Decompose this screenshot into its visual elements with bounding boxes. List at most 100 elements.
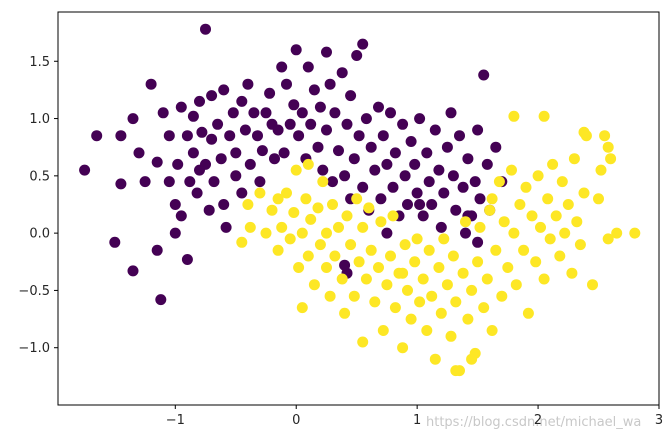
data-point [260,227,272,239]
data-point [293,262,305,273]
data-point [409,158,421,170]
data-point [290,44,302,56]
data-point [314,101,326,113]
data-point [254,187,266,199]
data-point [387,181,399,193]
data-point [127,265,139,277]
data-point [353,256,365,268]
data-point [236,95,248,107]
data-point [481,273,493,285]
data-point [157,107,169,119]
data-point [414,113,426,125]
data-point [284,118,296,130]
data-point [518,244,530,256]
data-point [554,250,566,262]
data-point [399,170,411,182]
data-point [127,113,139,125]
data-point [115,178,127,190]
data-point [215,153,227,165]
data-point [402,284,413,296]
data-point [417,210,429,222]
data-point [496,290,508,302]
data-point [508,227,520,239]
data-point [302,250,314,262]
data-point [441,141,453,153]
data-point [369,296,381,308]
data-point [260,107,272,119]
data-point [397,267,409,279]
data-point [244,221,256,233]
data-point [181,130,193,142]
data-point [409,256,421,268]
data-point [538,273,550,285]
data-point [385,107,396,119]
data-point [242,78,254,90]
x-tick-label: 3 [655,413,663,428]
data-point [438,233,450,245]
data-point [542,193,554,205]
data-point [264,87,276,99]
watermark: https://blog.csdn.net/michael_wa [426,415,641,430]
data-point [535,221,546,233]
y-tick-label: 0.5 [29,169,50,184]
data-point [296,227,308,239]
data-point [115,130,127,142]
data-point [445,330,457,342]
data-point [474,193,486,205]
data-point [460,227,471,239]
data-point [502,262,514,273]
data-point [602,141,614,153]
data-point [224,130,236,142]
data-point [411,187,423,199]
data-point [248,107,260,119]
data-point [373,262,384,273]
data-point [206,90,218,102]
data-point [336,273,348,285]
data-point [91,130,103,142]
data-point [520,181,532,193]
data-point [457,181,469,193]
data-point [348,290,360,302]
data-point [578,187,590,199]
data-point [457,267,469,279]
data-point [336,67,348,79]
data-point [333,145,344,157]
data-point [272,244,284,256]
data-point [414,199,426,210]
data-point [284,233,296,245]
data-point [532,170,544,182]
data-point [276,61,288,73]
data-point [305,118,317,130]
data-point [351,50,363,61]
y-axis: −1.0 −0.5 0.0 0.5 1.0 1.5 [18,55,58,356]
data-point [302,61,314,73]
data-point [629,227,641,239]
data-point [373,101,384,113]
data-point [389,147,401,159]
data-point [514,199,526,210]
data-point [345,239,357,251]
data-point [324,78,336,90]
data-point [602,233,614,245]
data-point [327,176,338,188]
data-point [363,202,375,214]
data-point [450,296,462,308]
data-point [288,207,300,218]
data-point [599,130,611,142]
data-point [441,279,453,291]
data-point [417,273,429,285]
data-point [381,158,393,170]
data-point [256,145,268,157]
data-point [547,158,559,170]
data-point [212,118,224,130]
data-point [308,279,320,291]
data-point [288,99,300,111]
data-point [236,236,248,248]
data-point [578,126,590,138]
data-point [530,256,542,268]
data-point [155,294,167,306]
data-point [486,325,498,336]
data-point [566,267,578,279]
data-point [550,210,562,222]
data-point [329,250,341,262]
